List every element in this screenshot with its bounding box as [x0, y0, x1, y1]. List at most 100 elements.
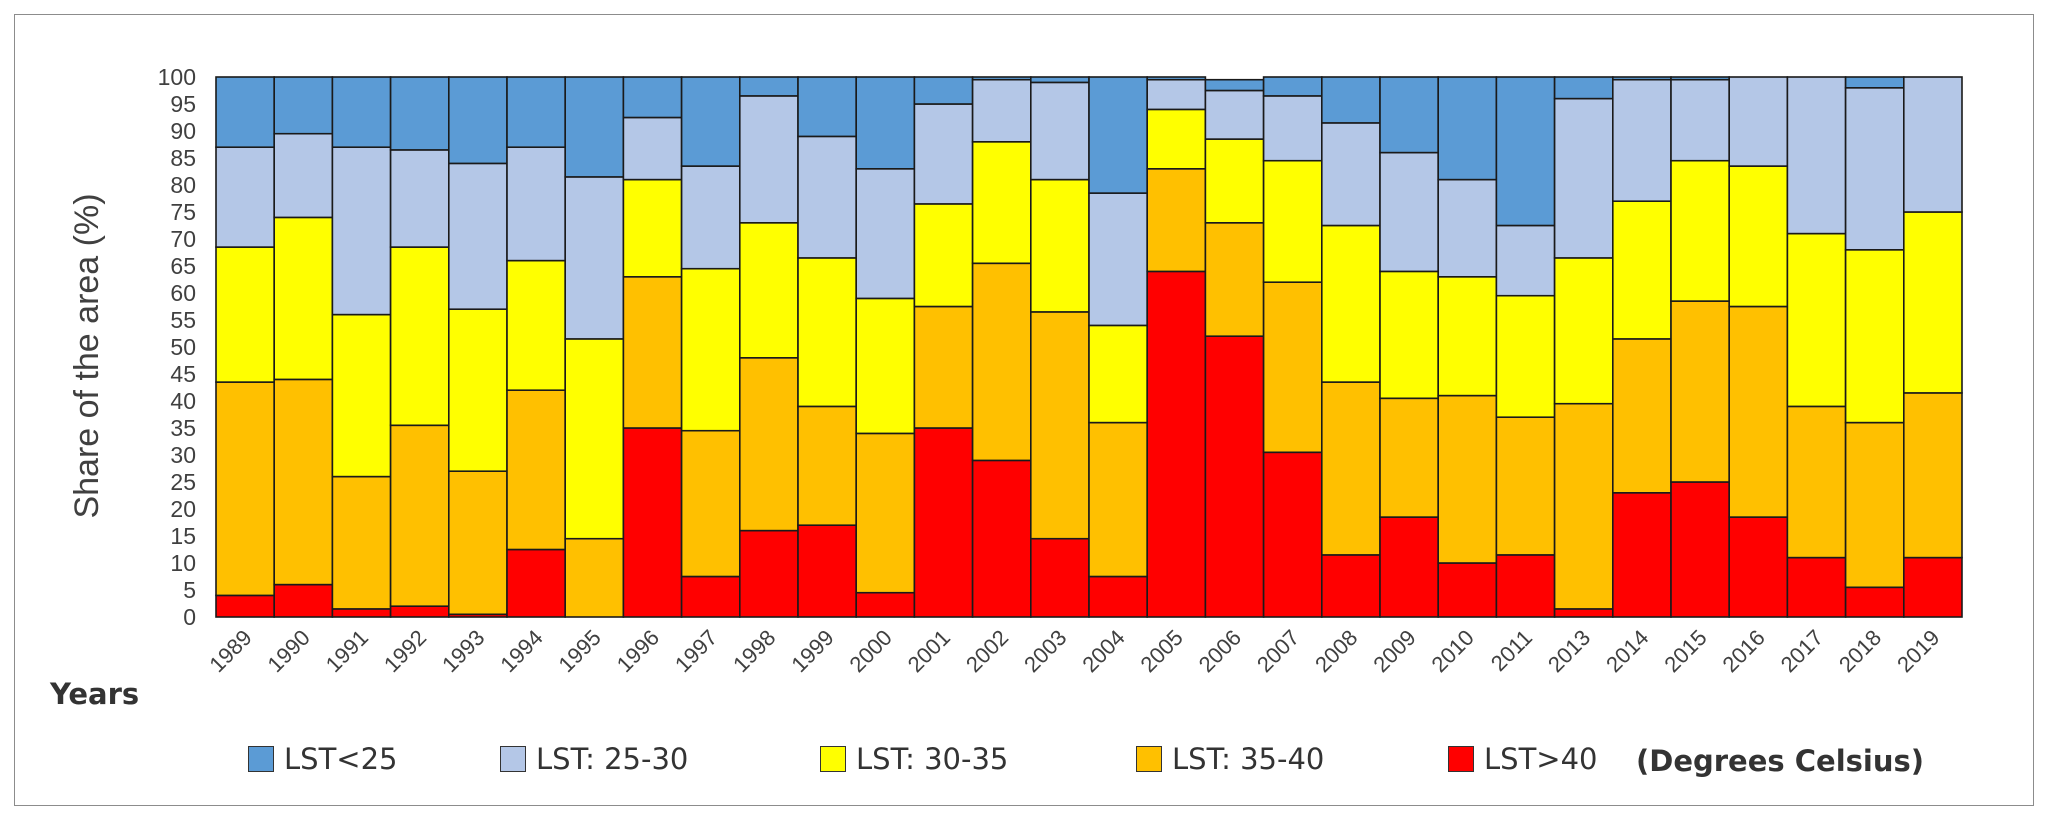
bar-segment-1991-lst-25 [331, 76, 392, 148]
bar-segment-1994-lst-35-40 [506, 389, 567, 551]
bar-segment-2017-lst-40 [1786, 556, 1847, 618]
bar-segment-2011-lst-25 [1495, 76, 1556, 227]
bar-segment-2007-lst-25 [1262, 76, 1323, 97]
y-tick-label: 80 [170, 172, 196, 198]
x-tick-label: 2004 [1077, 625, 1129, 677]
bar-segment-1991-lst-35-40 [331, 475, 392, 610]
bar-segment-2007-lst-40 [1262, 451, 1323, 618]
bar-segment-2017-lst-30-35 [1786, 232, 1847, 408]
bar-segment-2004-lst-35-40 [1088, 421, 1149, 578]
bar-segment-1996-lst-25 [622, 76, 683, 119]
bar-segment-1989-lst-25 [215, 76, 276, 148]
x-tick-label: 2005 [1136, 625, 1188, 677]
legend-swatch [1448, 746, 1474, 772]
bar-segment-2001-lst-30-35 [913, 203, 974, 308]
bar-segment-2016-lst-30-35 [1728, 165, 1789, 308]
y-tick-label: 70 [170, 226, 196, 252]
bar-segment-2016-lst-35-40 [1728, 305, 1789, 518]
y-tick-label: 0 [183, 604, 196, 630]
bar-segment-1992-lst-35-40 [389, 424, 450, 607]
bar-segment-2014-lst-40 [1612, 491, 1672, 618]
bars [215, 76, 1963, 618]
y-tick-label: 5 [183, 577, 196, 603]
bar-segment-1993-lst-30-35 [447, 308, 508, 473]
bar-segment-1999-lst-25-30 [797, 135, 858, 259]
bar-segment-1989-lst-30-35 [215, 246, 276, 383]
bar-segment-2006-lst-40 [1204, 335, 1265, 618]
legend-item-lst-lt25: LST<25 [248, 742, 397, 776]
y-tick-label: 95 [170, 91, 196, 117]
bar-segment-1990-lst-40 [273, 583, 334, 618]
bar-segment-1995-lst-25 [564, 76, 625, 178]
bar-segment-2007-lst-35-40 [1262, 281, 1323, 454]
x-tick-label: 2019 [1892, 625, 1944, 677]
bar-segment-2009-lst-40 [1379, 516, 1440, 618]
x-tick-label: 2017 [1776, 625, 1828, 677]
bar-segment-1999-lst-40 [797, 524, 858, 618]
bar-segment-2001-lst-25 [913, 76, 974, 105]
bar-segment-2015-lst-25 [1670, 76, 1731, 81]
bar-segment-2008-lst-40 [1321, 554, 1381, 618]
bar-segment-2006-lst-25-30 [1204, 89, 1265, 140]
y-axis-ticks: 0510152025303540455055606570758085909510… [158, 64, 196, 630]
x-tick-label: 2009 [1368, 625, 1420, 677]
bar-segment-1994-lst-40 [506, 548, 567, 618]
bar-segment-1993-lst-35-40 [447, 470, 508, 616]
bar-segment-2000-lst-30-35 [855, 297, 916, 435]
legend-swatch [500, 746, 526, 772]
bar-segment-2017-lst-25-30 [1786, 76, 1847, 235]
bar-segment-2014-lst-35-40 [1612, 338, 1672, 494]
x-tick-label: 2018 [1834, 625, 1886, 677]
bar-segment-1998-lst-35-40 [738, 356, 799, 532]
bar-segment-1990-lst-25 [273, 76, 334, 135]
legend-label: LST: 25-30 [536, 742, 689, 776]
y-tick-label: 90 [170, 118, 196, 144]
y-tick-label: 40 [170, 388, 196, 414]
bar-segment-2003-lst-25-30 [1030, 81, 1090, 181]
x-tick-label: 2006 [1194, 625, 1246, 677]
x-tick-label: 1999 [786, 625, 838, 677]
x-axis-ticks: 1989 1990 1991 1992 1993 1994 1995 1996 1997 1998… [204, 625, 1944, 677]
bar-segment-2005-lst-40 [1146, 270, 1207, 618]
x-tick-label: 1991 [321, 625, 373, 677]
bar-segment-2015-lst-35-40 [1670, 300, 1731, 483]
bar-segment-1997-lst-30-35 [680, 267, 741, 432]
legend-label: LST<25 [284, 742, 398, 776]
x-tick-label: 1989 [204, 625, 256, 677]
bar-segment-2001-lst-25-30 [913, 103, 974, 205]
bar-segment-2010-lst-35-40 [1437, 394, 1498, 564]
bar-segment-2005-lst-25-30 [1146, 78, 1207, 111]
y-tick-label: 85 [170, 145, 196, 171]
bar-segment-2010-lst-25-30 [1437, 178, 1498, 278]
bar-segment-1990-lst-25-30 [273, 132, 334, 219]
x-tick-label: 2014 [1601, 625, 1653, 677]
chart-frame [14, 14, 2034, 806]
bar-segment-2001-lst-40 [913, 427, 974, 618]
bar-segment-1997-lst-35-40 [680, 429, 741, 578]
bar-segment-2013-lst-25-30 [1553, 97, 1614, 259]
x-tick-label: 1996 [612, 625, 664, 677]
bar-segment-1995-lst-25-30 [564, 176, 625, 340]
bar-segment-2015-lst-25-30 [1670, 78, 1731, 162]
y-tick-label: 15 [170, 523, 196, 549]
bar-segment-2002-lst-40 [971, 459, 1032, 618]
bar-segment-1994-lst-25-30 [506, 146, 567, 262]
legend-swatch [820, 746, 846, 772]
bar-segment-2001-lst-35-40 [913, 305, 974, 429]
y-axis-label: Share of the area (%) [68, 193, 106, 518]
bar-segment-2013-lst-35-40 [1553, 402, 1614, 610]
bar-segment-1997-lst-40 [680, 575, 741, 618]
bar-segment-2016-lst-25-30 [1728, 76, 1789, 167]
bar-segment-2009-lst-30-35 [1379, 270, 1440, 400]
bar-segment-2014-lst-25 [1612, 76, 1672, 81]
bar-segment-1999-lst-35-40 [797, 405, 858, 526]
bar-segment-2017-lst-35-40 [1786, 405, 1847, 559]
bar-segment-2007-lst-25-30 [1262, 95, 1323, 162]
x-tick-label: 2013 [1543, 625, 1595, 677]
x-tick-label: 1995 [554, 625, 606, 677]
bar-segment-2011-lst-35-40 [1495, 416, 1556, 556]
bar-segment-2000-lst-35-40 [855, 432, 916, 594]
x-tick-label: 1990 [263, 625, 315, 677]
legend-item-lst-30-35: LST: 30-35 [820, 742, 1008, 776]
